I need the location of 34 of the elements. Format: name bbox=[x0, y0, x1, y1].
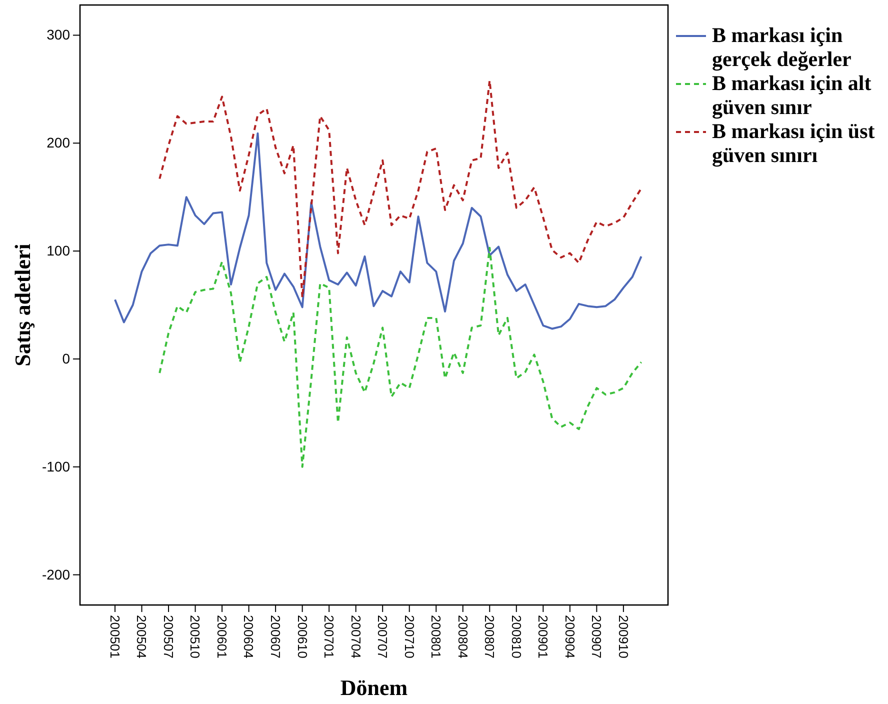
y-axis-title: Satış adetleri bbox=[10, 244, 35, 366]
y-tick-label: -100 bbox=[42, 458, 70, 474]
legend-label: B markası için üst güven sınırı bbox=[712, 119, 875, 167]
legend-label: B markası için gerçek değerler bbox=[712, 23, 852, 71]
x-tick-label: 200507 bbox=[160, 615, 176, 658]
x-tick-label: 200707 bbox=[375, 615, 390, 658]
x-tick-label: 200904 bbox=[562, 615, 578, 658]
x-tick-label: 200907 bbox=[589, 615, 604, 658]
x-tick-label: 200807 bbox=[482, 615, 498, 658]
x-tick-label: 200504 bbox=[134, 615, 150, 658]
y-tick-label: 200 bbox=[46, 134, 70, 151]
x-tick-label: 200701 bbox=[322, 615, 337, 658]
x-tick-label: 200704 bbox=[348, 615, 364, 658]
x-tick-label: 200501 bbox=[107, 615, 122, 658]
x-tick-label: 200801 bbox=[428, 615, 444, 658]
x-tick-label: 200710 bbox=[402, 615, 417, 658]
x-tick-label: 200601 bbox=[214, 615, 230, 658]
line-series bbox=[158, 246, 642, 468]
x-tick-label: 200804 bbox=[455, 615, 470, 658]
x-tick-label: 200607 bbox=[268, 615, 284, 658]
x-tick-label: 200510 bbox=[188, 615, 203, 658]
y-tick-label: 300 bbox=[46, 26, 70, 43]
legend-label: B markası için alt güven sınır bbox=[712, 71, 872, 119]
x-tick-label: 200604 bbox=[241, 615, 256, 658]
x-tick-label: 200610 bbox=[294, 615, 310, 658]
x-tick-label: 200810 bbox=[508, 615, 524, 658]
y-tick-label: -200 bbox=[42, 566, 70, 582]
y-tick-label: 0 bbox=[62, 350, 70, 366]
line-series bbox=[114, 132, 642, 330]
y-tick-label: 100 bbox=[46, 242, 70, 259]
line-series bbox=[158, 80, 642, 298]
x-tick-label: 200901 bbox=[536, 615, 551, 658]
x-axis-title: Dönem bbox=[340, 675, 408, 700]
x-tick-label: 200910 bbox=[616, 615, 631, 658]
